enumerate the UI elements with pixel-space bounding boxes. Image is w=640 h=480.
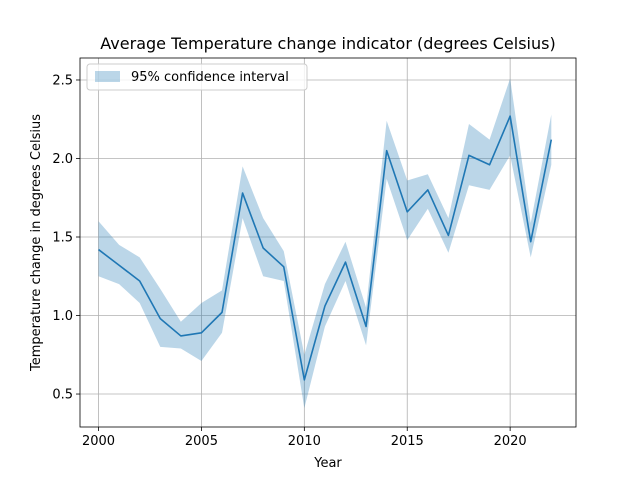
legend-entry-confidence-interval: 95% confidence interval (131, 70, 289, 85)
x-axis: 2000 2005 2010 2015 2020 (82, 427, 527, 449)
confidence-interval-band (98, 78, 552, 409)
x-axis-label: Year (313, 456, 342, 471)
grid (80, 58, 576, 427)
y-tick-label: 1.5 (52, 231, 73, 246)
x-tick-label: 2010 (288, 434, 321, 449)
y-tick-label: 2.0 (52, 152, 73, 167)
y-tick-label: 0.5 (52, 388, 73, 403)
legend: 95% confidence interval (86, 63, 308, 91)
y-axis-label: Temperature change in degrees Celsius (29, 114, 44, 372)
x-tick-label: 2020 (494, 434, 527, 449)
x-tick-label: 2000 (82, 434, 115, 449)
plot-frame (79, 57, 577, 428)
y-tick-label: 1.0 (52, 309, 73, 324)
temperature-line (98, 115, 553, 381)
x-tick-label: 2005 (185, 434, 218, 449)
x-tick-label: 2015 (391, 434, 424, 449)
legend-box (86, 63, 308, 91)
chart-title: Average Temperature change indicator (de… (100, 34, 555, 53)
y-axis: 0.5 1.0 1.5 2.0 2.5 (52, 73, 80, 403)
y-tick-label: 2.5 (52, 73, 73, 88)
legend-swatch (95, 71, 120, 82)
